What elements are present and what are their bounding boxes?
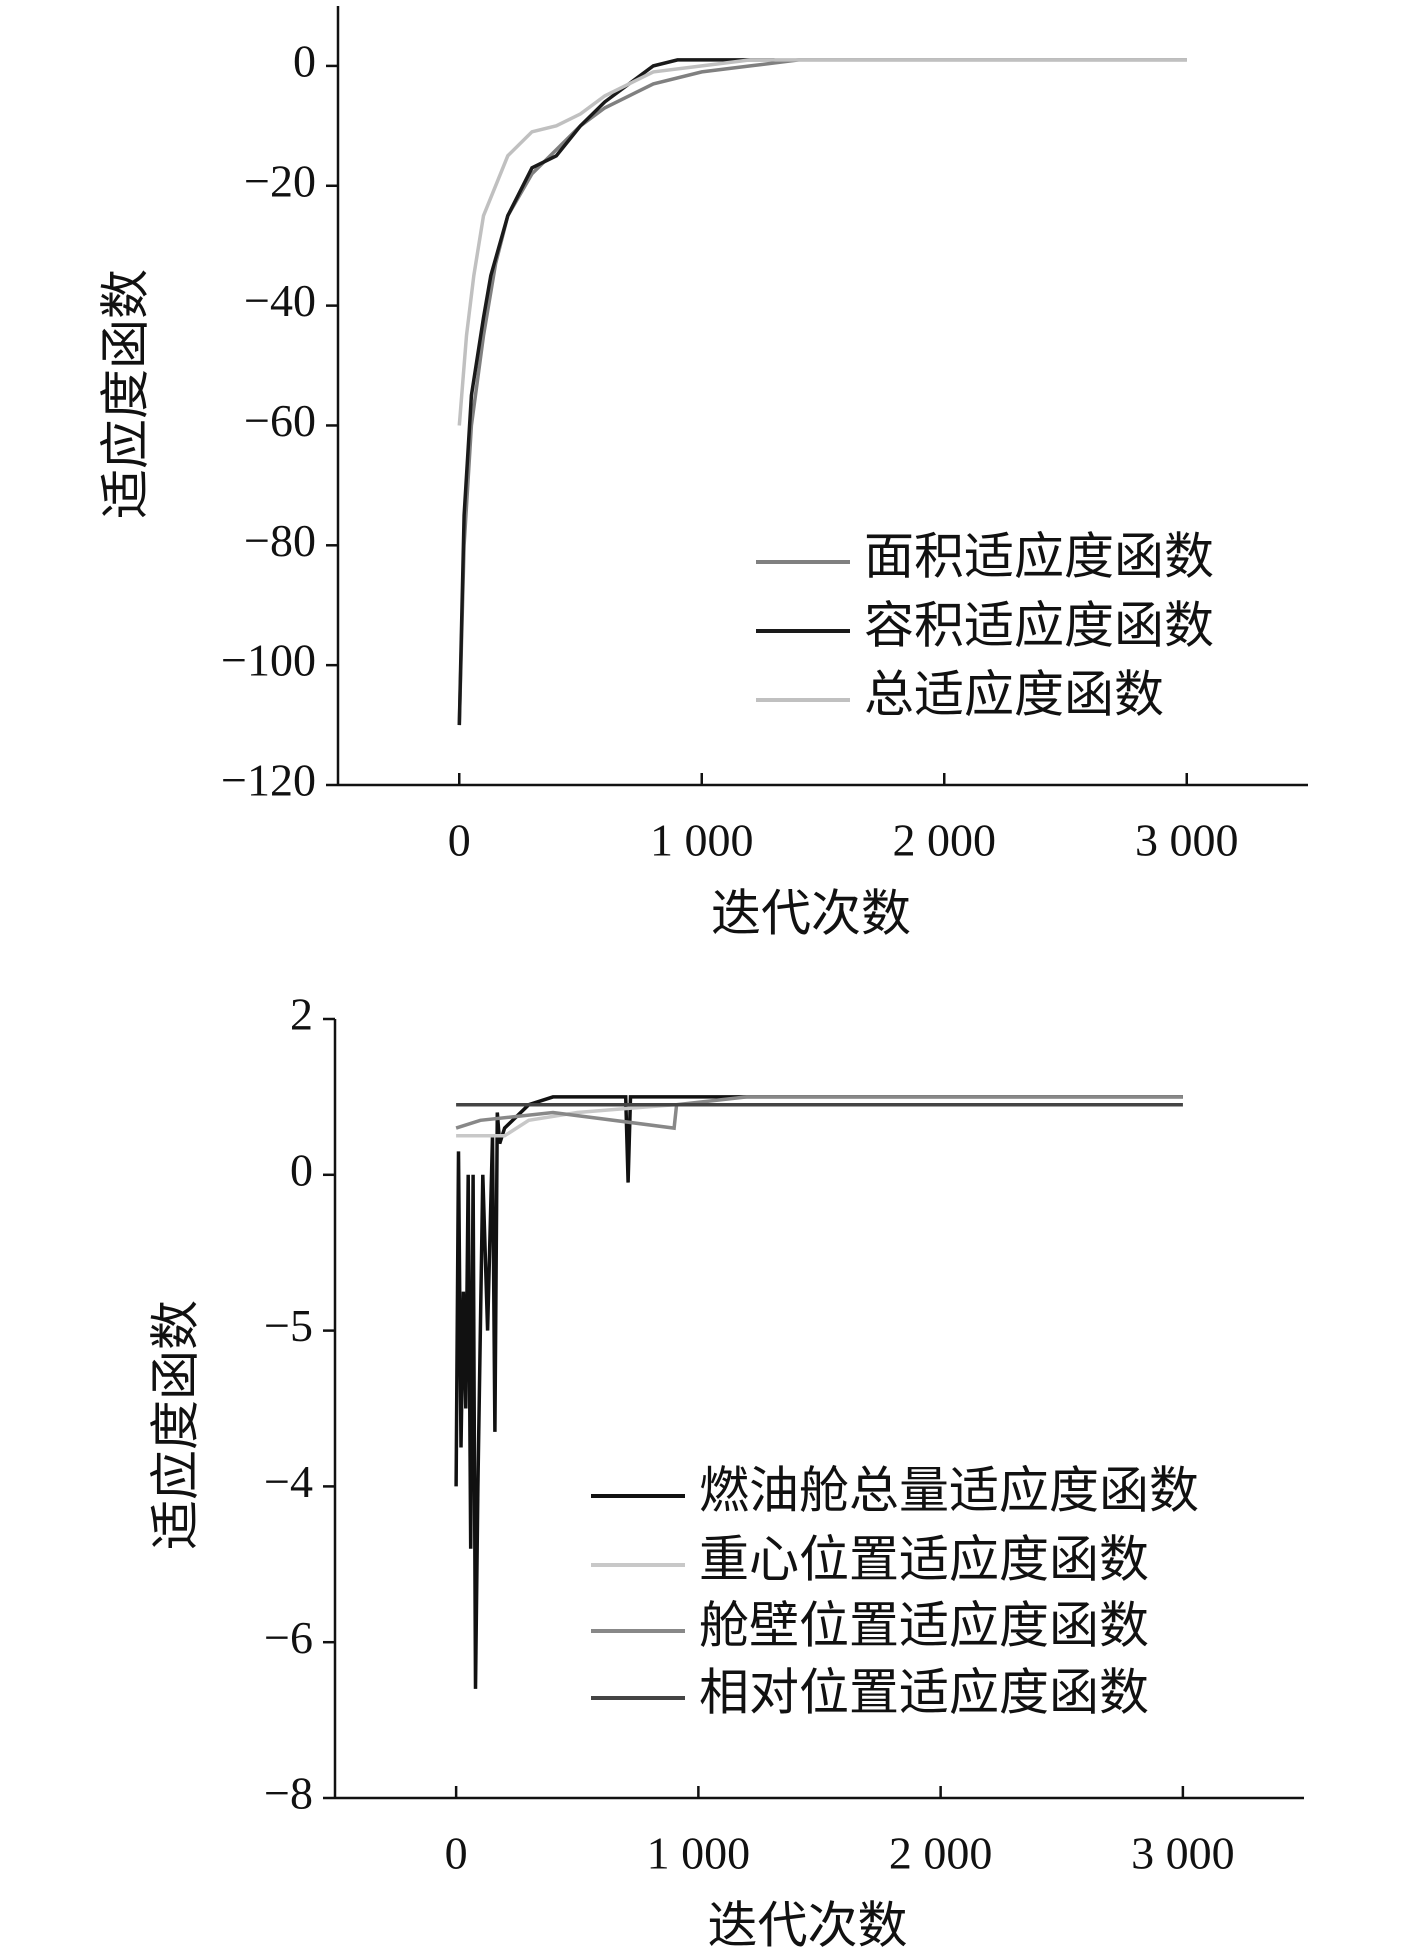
legend-label: 燃油舱总量适应度函数 <box>699 1462 1199 1518</box>
y-tick-label: −120 <box>221 755 316 806</box>
y-tick-label: −40 <box>244 275 316 326</box>
line-series <box>454 1095 1183 1689</box>
legend-label: 舱壁位置适应度函数 <box>699 1597 1149 1653</box>
x-tick-label: 1 000 <box>647 1828 751 1879</box>
y-axis-label: 适应度函数 <box>147 1300 203 1550</box>
x-tick-label: 2 000 <box>889 1828 993 1879</box>
y-tick-label: 0 <box>293 35 316 86</box>
y-tick-label: −100 <box>221 635 316 686</box>
x-axis-label: 迭代次数 <box>711 885 911 941</box>
x-tick-label: 2 000 <box>893 815 997 866</box>
legend-label: 面积适应度函数 <box>864 528 1214 584</box>
y-tick-label: −20 <box>244 155 316 206</box>
line-series <box>455 1095 1183 1131</box>
x-axis-label: 迭代次数 <box>708 1897 908 1953</box>
y-tick-label: −60 <box>244 395 316 446</box>
legend-label: 容积适应度函数 <box>864 597 1214 653</box>
y-axis-label: 适应度函数 <box>97 269 153 519</box>
line-series <box>457 58 1187 726</box>
x-tick-label: 3 000 <box>1135 815 1239 866</box>
y-tick-label: −8 <box>264 1768 313 1819</box>
x-tick-label: 0 <box>445 1828 468 1879</box>
legend-label: 重心位置适应度函数 <box>699 1531 1149 1587</box>
y-tick-label: −80 <box>244 515 316 566</box>
legend-label: 总适应度函数 <box>864 666 1164 722</box>
y-tick-label: −6 <box>264 1612 313 1663</box>
y-tick-label: −5 <box>264 1300 313 1351</box>
y-tick-label: 2 <box>290 989 313 1040</box>
x-tick-label: 1 000 <box>650 815 754 866</box>
x-tick-label: 3 000 <box>1131 1828 1235 1879</box>
legend-label: 相对位置适应度函数 <box>699 1664 1149 1720</box>
line-series <box>456 1102 1183 1138</box>
line-series <box>457 58 775 726</box>
y-tick-label: −4 <box>264 1456 313 1507</box>
line-series <box>457 58 1187 426</box>
y-tick-label: 0 <box>290 1144 313 1195</box>
x-tick-label: 0 <box>448 815 471 866</box>
